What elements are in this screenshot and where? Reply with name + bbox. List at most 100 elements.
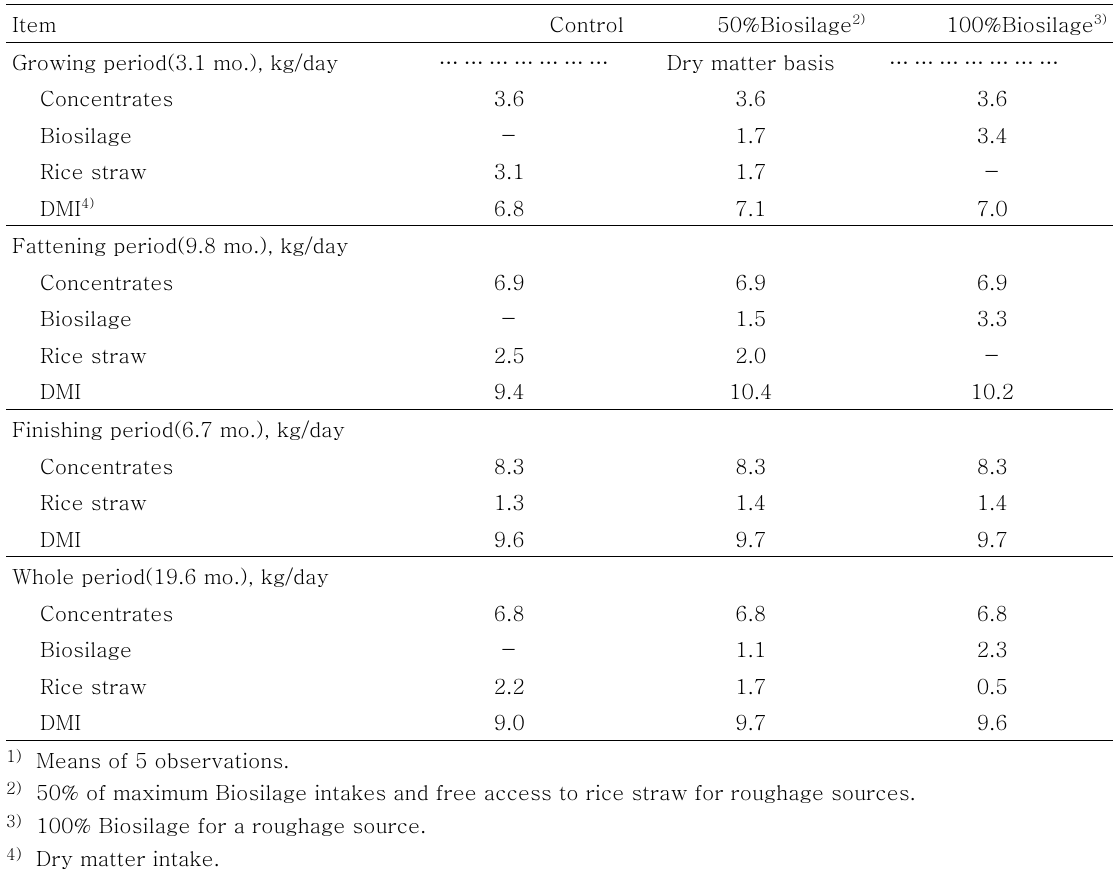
table-row: DMI 9.6 9.7 9.7: [6, 520, 1113, 557]
cell-value: －: [871, 336, 1113, 373]
cell-value: 9.4: [388, 372, 630, 409]
cell-empty: [388, 410, 630, 447]
footnote-1-mark: 1): [6, 743, 36, 776]
dots-left: …………………: [394, 45, 656, 78]
fattening-period-header-row: Fattening period(9.8 mo.), kg/day: [6, 226, 1113, 263]
cell-value: 3.1: [388, 152, 630, 189]
whole-period-label: Whole period(19.6 mo.), kg/day: [6, 557, 388, 594]
cell-value: 1.4: [871, 483, 1113, 520]
cell-value: 9.7: [871, 520, 1113, 557]
table-row: Rice straw 2.2 1.7 0.5: [6, 667, 1113, 704]
footnote-3-mark: 3): [6, 808, 36, 841]
table-row: Biosilage － 1.1 2.3: [6, 630, 1113, 667]
cell-value: 9.0: [388, 703, 630, 740]
dmi-label: DMI: [40, 192, 81, 222]
footnote-2-mark: 2): [6, 775, 36, 808]
cell-empty: [630, 226, 872, 263]
table-row: Biosilage － 1.7 3.4: [6, 116, 1113, 153]
growing-period-label: Growing period(3.1 mo.), kg/day: [6, 42, 388, 79]
feed-intake-table: Item Control 50%Biosilage2) 100%Biosilag…: [6, 4, 1113, 741]
fattening-period-label: Fattening period(9.8 mo.), kg/day: [6, 226, 388, 263]
footnote-4-text: Dry matter intake.: [36, 841, 1113, 874]
header-50biosilage-label: 50%Biosilage: [717, 8, 852, 38]
cell-value: 6.8: [871, 594, 1113, 631]
cell-empty: [871, 410, 1113, 447]
cell-value: 6.8: [388, 189, 630, 226]
row-label: Concentrates: [6, 594, 388, 631]
cell-value: －: [388, 630, 630, 667]
cell-value: 0.5: [871, 667, 1113, 704]
cell-value: －: [388, 299, 630, 336]
cell-value: 6.8: [630, 594, 872, 631]
cell-value: 7.1: [630, 189, 872, 226]
row-label: DMI: [6, 372, 388, 409]
cell-value: －: [871, 152, 1113, 189]
row-label: Rice straw: [6, 483, 388, 520]
cell-value: 2.3: [871, 630, 1113, 667]
cell-value: 2.0: [630, 336, 872, 373]
row-label: Concentrates: [6, 447, 388, 484]
cell-value: 9.6: [871, 703, 1113, 740]
cell-value: 1.1: [630, 630, 872, 667]
table-row: Concentrates 6.9 6.9 6.9: [6, 263, 1113, 300]
cell-empty: [388, 226, 630, 263]
cell-value: 7.0: [871, 189, 1113, 226]
row-label: DMI: [6, 520, 388, 557]
cell-value: 6.9: [388, 263, 630, 300]
cell-value: 2.2: [388, 667, 630, 704]
table-row: Concentrates 8.3 8.3 8.3: [6, 447, 1113, 484]
dmi-sup: 4): [81, 193, 94, 212]
row-label: Rice straw: [6, 152, 388, 189]
cell-value: 9.7: [630, 703, 872, 740]
cell-value: 10.2: [871, 372, 1113, 409]
cell-value: 3.6: [630, 79, 872, 116]
cell-empty: [871, 557, 1113, 594]
cell-value: 1.5: [630, 299, 872, 336]
footnote-4-mark: 4): [6, 841, 36, 874]
finishing-period-label: Finishing period(6.7 mo.), kg/day: [6, 410, 388, 447]
whole-period-header-row: Whole period(19.6 mo.), kg/day: [6, 557, 1113, 594]
header-50biosilage-sup: 2): [852, 9, 865, 28]
cell-value: 6.9: [871, 263, 1113, 300]
footnote-1: 1) Means of 5 observations.: [6, 743, 1113, 776]
cell-empty: [630, 557, 872, 594]
dots-right: …………………: [845, 45, 1107, 78]
row-label: DMI4): [6, 189, 388, 226]
footnote-3: 3) 100% Biosilage for a roughage source.: [6, 808, 1113, 841]
header-50biosilage: 50%Biosilage2): [630, 5, 872, 43]
table-row: DMI4) 6.8 7.1 7.0: [6, 189, 1113, 226]
cell-value: 3.3: [871, 299, 1113, 336]
table-row: Concentrates 6.8 6.8 6.8: [6, 594, 1113, 631]
cell-value: 1.7: [630, 667, 872, 704]
row-label: Biosilage: [6, 630, 388, 667]
table-row: DMI 9.4 10.4 10.2: [6, 372, 1113, 409]
footnote-4: 4) Dry matter intake.: [6, 841, 1113, 874]
cell-value: 3.6: [388, 79, 630, 116]
cell-empty: [630, 410, 872, 447]
row-label: DMI: [6, 703, 388, 740]
row-label: Concentrates: [6, 263, 388, 300]
footnote-2: 2) 50% of maximum Biosilage intakes and …: [6, 775, 1113, 808]
cell-empty: [388, 557, 630, 594]
header-100biosilage: 100%Biosilage3): [871, 5, 1113, 43]
cell-value: 2.5: [388, 336, 630, 373]
header-item: Item: [6, 5, 388, 43]
table-row: Rice straw 2.5 2.0 －: [6, 336, 1113, 373]
cell-value: 1.7: [630, 116, 872, 153]
cell-value: 3.6: [871, 79, 1113, 116]
table-row: Rice straw 1.3 1.4 1.4: [6, 483, 1113, 520]
cell-value: 6.8: [388, 594, 630, 631]
cell-empty: [871, 226, 1113, 263]
row-label: Rice straw: [6, 667, 388, 704]
header-100biosilage-sup: 3): [1094, 9, 1107, 28]
footnotes: 1) Means of 5 observations. 2) 50% of ma…: [6, 743, 1113, 873]
cell-value: 8.3: [630, 447, 872, 484]
finishing-period-header-row: Finishing period(6.7 mo.), kg/day: [6, 410, 1113, 447]
cell-value: 8.3: [871, 447, 1113, 484]
dry-matter-basis-cell: ………………… Dry matter basis …………………: [388, 42, 1113, 79]
table-page: Item Control 50%Biosilage2) 100%Biosilag…: [0, 0, 1119, 881]
row-label: Rice straw: [6, 336, 388, 373]
row-label: Biosilage: [6, 116, 388, 153]
growing-period-header-row: Growing period(3.1 mo.), kg/day ………………… …: [6, 42, 1113, 79]
table-row: DMI 9.0 9.7 9.6: [6, 703, 1113, 740]
